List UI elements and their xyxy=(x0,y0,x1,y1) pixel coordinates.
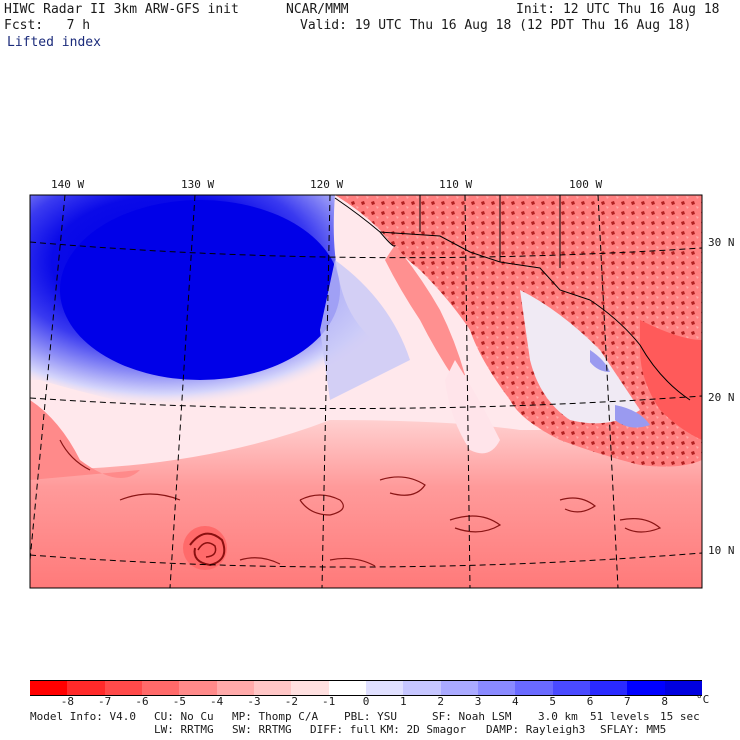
plateau-stable-area xyxy=(520,290,640,424)
colorbar-swatch xyxy=(403,680,442,696)
colorbar-swatch xyxy=(179,680,218,696)
org-label: NCAR/MMM xyxy=(286,2,349,17)
lw-scheme: LW: RRTMG xyxy=(154,723,214,736)
li-contours xyxy=(59,439,662,567)
stable-core xyxy=(60,200,340,380)
coastal-stable-band xyxy=(320,260,410,400)
colorbar-tick-label: 0 xyxy=(362,695,370,708)
colorbar-unit: °C xyxy=(696,693,710,706)
colorbar-tick-label: 1 xyxy=(400,695,407,708)
valid-time: Valid: 19 UTC Thu 16 Aug 18 (12 PDT Thu … xyxy=(300,18,692,33)
colorbar-tick-label: 5 xyxy=(549,695,556,708)
init-time: Init: 12 UTC Thu 16 Aug 18 xyxy=(516,2,720,17)
colorbar-swatch xyxy=(366,680,404,696)
colorbar-tick-label: -2 xyxy=(284,695,298,708)
model-info: Model Info: V4.0 xyxy=(30,710,136,723)
colorbar-tick-label: 6 xyxy=(586,695,594,708)
colorbar-swatch xyxy=(254,680,292,696)
colorbar-swatch xyxy=(67,680,106,696)
colorbar-swatch xyxy=(30,680,68,696)
colorbar-tick-label: 4 xyxy=(512,695,519,708)
lat-label-10n: 10 N xyxy=(708,544,735,557)
vertical-levels: 51 levels xyxy=(590,710,650,723)
map-frame xyxy=(29,194,703,589)
forecast-hour: Fcst: 7 h xyxy=(4,18,91,33)
resolution: 3.0 km xyxy=(538,710,578,723)
baja-peninsula xyxy=(385,245,465,380)
sw-scheme: SW: RRTMG xyxy=(232,723,292,736)
damping: DAMP: Rayleigh3 xyxy=(486,723,586,736)
field-name: Lifted index xyxy=(7,35,101,50)
colorbar-swatch xyxy=(291,680,330,696)
colorbar-swatch xyxy=(478,680,516,696)
unstable-region-west xyxy=(30,400,140,480)
graticule xyxy=(30,195,702,588)
cumulus-scheme: CU: No Cu xyxy=(154,710,214,723)
lon-label-120w: 120 W xyxy=(310,178,344,191)
colorbar-tick-label: 2 xyxy=(437,695,444,708)
colorbar-swatch xyxy=(440,680,479,696)
colorbar-tick-label: 8 xyxy=(661,695,668,708)
surface-layer: SFLAY: MM5 xyxy=(600,723,667,736)
lon-label-110w: 110 W xyxy=(439,178,473,191)
lon-label-130w: 130 W xyxy=(181,178,215,191)
colorbar-tick-label: 3 xyxy=(474,695,482,708)
colorbar-swatch xyxy=(664,680,703,696)
colorbar-swatch xyxy=(216,680,255,696)
colorbar-swatch xyxy=(515,680,554,696)
lon-label-140w: 140 W xyxy=(51,178,85,191)
tropical-cyclone xyxy=(183,526,227,570)
colorbar-swatch xyxy=(627,680,666,696)
lat-label-20n: 20 N xyxy=(708,391,735,404)
colorbar-tick-label: 7 xyxy=(624,695,631,708)
colorbar-swatch xyxy=(328,680,367,696)
colorbar-tick-label: -5 xyxy=(172,695,186,708)
lat-label-30n: 30 N xyxy=(708,236,735,249)
gulf-unstable xyxy=(640,320,702,440)
colorbar-swatch xyxy=(552,680,591,696)
model-title: HIWC Radar II 3km ARW-GFS init xyxy=(4,2,239,17)
political-boundaries xyxy=(334,195,691,401)
colorbar-tick-label: -7 xyxy=(98,695,112,708)
km-option: KM: 2D Smagor xyxy=(380,723,467,736)
colorbar-tick-label: -1 xyxy=(322,695,336,708)
microphysics-scheme: MP: Thomp C/A xyxy=(232,710,319,723)
colorbar-tick-label: -4 xyxy=(210,695,224,708)
colorbar-tick-label: -3 xyxy=(247,695,261,708)
surface-scheme: SF: Noah LSM xyxy=(432,710,512,723)
colorbar-swatch xyxy=(142,680,180,696)
colorbar-swatch xyxy=(104,680,143,696)
timestep: 15 sec xyxy=(660,710,700,723)
colorbar-tick-label: -6 xyxy=(135,695,149,708)
colorbar-swatch xyxy=(590,680,628,696)
pbl-scheme: PBL: YSU xyxy=(344,710,397,723)
diffusion: DIFF: full xyxy=(310,723,377,736)
colorbar-tick-label: -8 xyxy=(60,695,74,708)
lon-label-100w: 100 W xyxy=(569,178,603,191)
